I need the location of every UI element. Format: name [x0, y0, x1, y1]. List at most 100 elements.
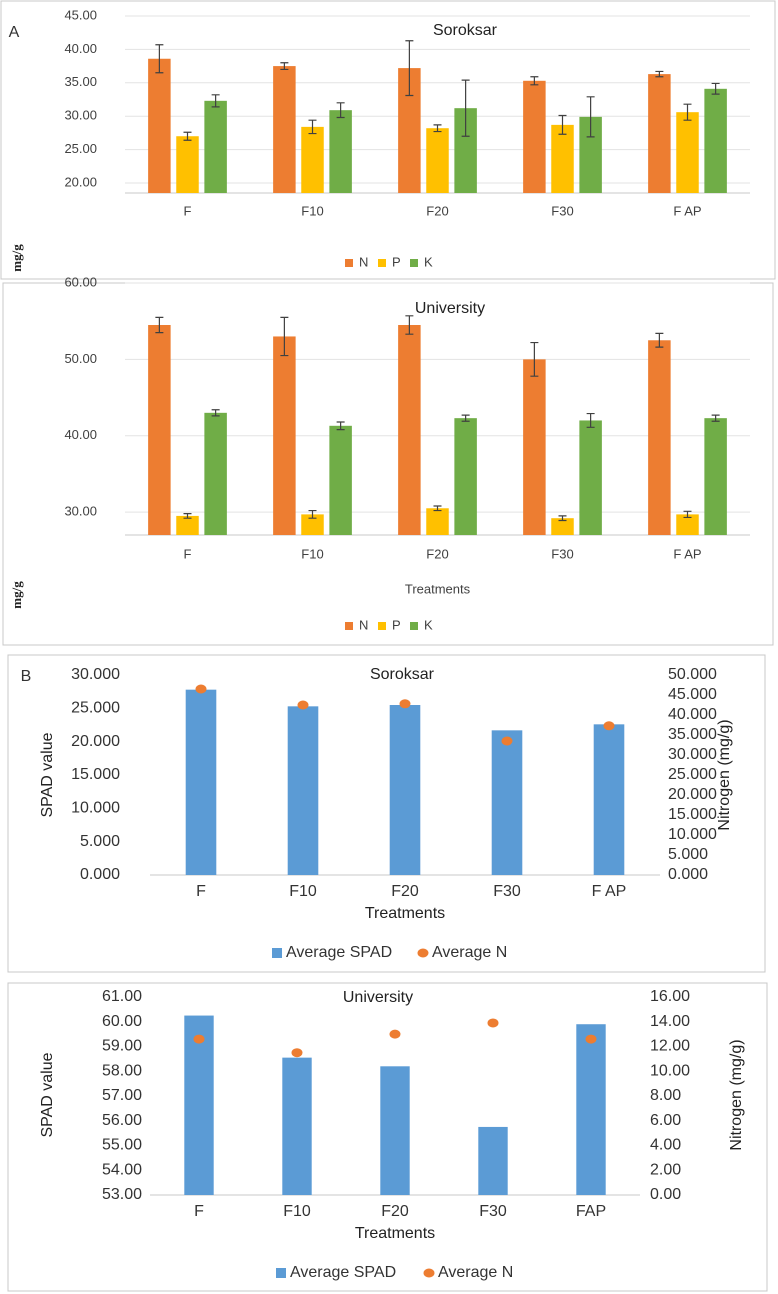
legend-swatch — [345, 259, 353, 267]
panel-label: B — [21, 668, 32, 685]
y2-axis-label: Nitrogen (mg/g) — [716, 719, 733, 830]
bar — [426, 128, 449, 193]
y-tick-label: 40.00 — [64, 427, 97, 442]
x-tick-label: F10 — [289, 883, 317, 900]
x-tick-label: F — [194, 1203, 204, 1220]
error-bar — [586, 96, 595, 138]
legend-label: P — [392, 254, 401, 269]
y-tick-label: 35.00 — [64, 74, 97, 89]
point — [603, 721, 615, 731]
chart-title: Soroksar — [370, 666, 435, 683]
error-bar — [711, 414, 720, 422]
bar — [648, 340, 671, 535]
error-bar — [155, 316, 164, 334]
error-bar — [683, 103, 692, 121]
y-tick-label: 30.00 — [64, 504, 97, 519]
y2-tick-label: 20.000 — [668, 786, 717, 803]
point — [487, 1018, 499, 1028]
error-bar — [308, 119, 317, 135]
x-tick-label: F30 — [493, 883, 521, 900]
y-axis-label: SPAD value — [39, 732, 56, 817]
x-tick-label: F — [196, 883, 206, 900]
x-tick-label: F — [184, 203, 192, 218]
y-tick-label: 20.00 — [64, 174, 97, 189]
bar — [398, 68, 421, 193]
error-bar — [433, 124, 442, 133]
error-bar — [530, 341, 539, 377]
error-bar — [461, 414, 470, 422]
bar — [579, 420, 602, 535]
bar — [389, 705, 421, 875]
y-tick-label: 30.00 — [64, 108, 97, 123]
y-tick-label: 10.000 — [71, 800, 120, 817]
bar — [184, 1015, 214, 1195]
legend-swatch — [272, 948, 282, 958]
error-bar — [211, 409, 220, 417]
y2-tick-label: 6.00 — [650, 1112, 681, 1129]
y-tick-label: 53.00 — [102, 1186, 142, 1203]
error-bar — [280, 316, 289, 357]
y2-tick-label: 10.00 — [650, 1062, 690, 1079]
x-tick-label: F10 — [301, 203, 323, 218]
bar — [329, 110, 352, 193]
error-bar — [655, 70, 664, 78]
legend-label: Average N — [432, 944, 507, 961]
chart-title: University — [415, 300, 485, 317]
error-bar — [558, 114, 567, 135]
legend-swatch — [417, 948, 429, 958]
error-bar — [586, 412, 595, 428]
y2-tick-label: 2.00 — [650, 1161, 681, 1178]
x-tick-label: F20 — [426, 203, 448, 218]
y2-tick-label: 30.000 — [668, 746, 717, 763]
y-tick-label: 55.00 — [102, 1137, 142, 1154]
bar — [176, 515, 199, 535]
y-tick-label: 54.00 — [102, 1161, 142, 1178]
bar — [148, 58, 171, 194]
legend-swatch — [378, 622, 386, 630]
bar — [523, 359, 546, 535]
point — [399, 699, 411, 709]
x-tick-label: F20 — [381, 1203, 409, 1220]
error-bar — [336, 102, 345, 119]
y-tick-label: 58.00 — [102, 1062, 142, 1079]
bar — [551, 518, 574, 535]
bar — [148, 325, 171, 535]
y-tick-label: 59.00 — [102, 1038, 142, 1055]
error-bar — [530, 76, 539, 86]
point — [389, 1029, 401, 1039]
x-tick-label: F10 — [301, 546, 323, 561]
bar — [704, 88, 727, 193]
error-bar — [336, 421, 345, 431]
chart-title: University — [343, 989, 413, 1006]
x-tick-label: F30 — [551, 203, 573, 218]
bar — [704, 418, 727, 535]
title-background — [302, 985, 454, 1011]
bar — [426, 508, 449, 535]
bar — [491, 730, 523, 875]
chart-title: Soroksar — [433, 22, 498, 39]
y2-tick-label: 5.000 — [668, 846, 708, 863]
error-bar — [433, 505, 442, 512]
y-tick-label: 30.000 — [71, 666, 120, 683]
x-tick-label: FAP — [576, 1203, 606, 1220]
error-bar — [711, 82, 720, 95]
bar — [380, 1066, 410, 1195]
title-background — [374, 296, 526, 322]
bar — [576, 1024, 606, 1195]
x-tick-label: F — [184, 546, 192, 561]
y2-tick-label: 10.000 — [668, 826, 717, 843]
bar — [454, 108, 477, 193]
x-tick-label: F20 — [391, 883, 419, 900]
panel-frame — [7, 654, 766, 973]
bar — [301, 514, 324, 535]
y2-tick-label: 16.00 — [650, 988, 690, 1005]
y-tick-label: 45.00 — [64, 7, 97, 22]
bar — [478, 1126, 508, 1195]
bar — [301, 126, 324, 193]
x-tick-label: F10 — [283, 1203, 311, 1220]
y2-tick-label: 15.000 — [668, 806, 717, 823]
y2-tick-label: 14.00 — [650, 1013, 690, 1030]
y2-tick-label: 35.000 — [668, 726, 717, 743]
error-bar — [405, 40, 414, 97]
